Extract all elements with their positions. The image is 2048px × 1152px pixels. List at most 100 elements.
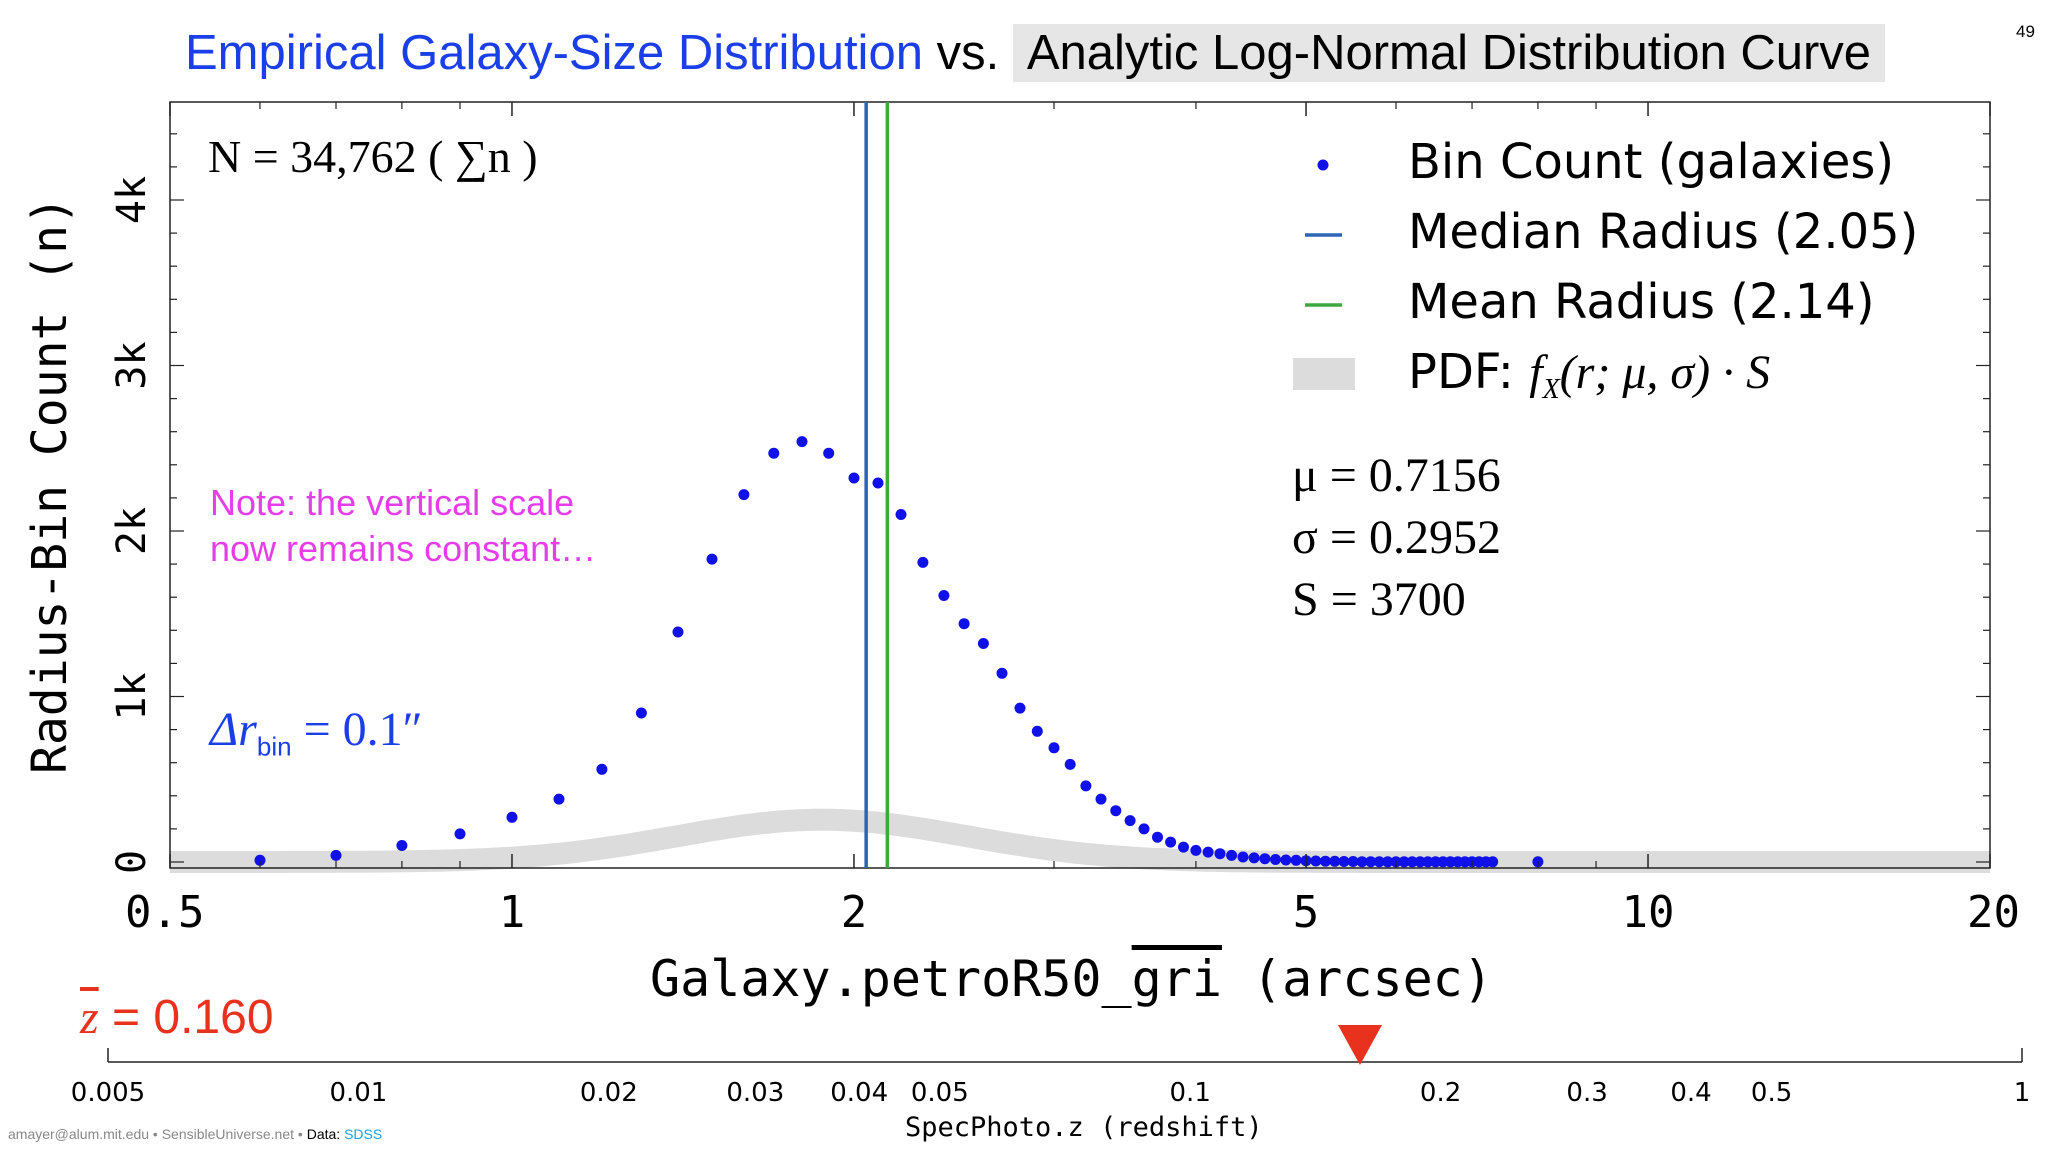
mean-redshift-marker [1337,1025,1382,1065]
data-point [1014,702,1026,714]
data-point [1329,855,1341,867]
redshift-tick-label: 0.02 [580,1078,638,1108]
data-point [396,840,408,851]
x-axis-label-overline: gri [1131,950,1222,1008]
x-axis-label-prefix: Galaxy.petroR50_ [650,950,1132,1008]
footer-contact: amayer@alum.mit.edu • SensibleUniverse.n… [8,1126,303,1142]
data-point [1319,855,1331,867]
data-point [1202,846,1214,858]
data-point [1080,780,1092,792]
data-point [1152,831,1163,843]
data-point [1237,851,1249,863]
mean-redshift-annotation: z = 0.160 [80,990,274,1045]
data-point [1382,856,1394,868]
redshift-tick-label: 0.5 [1751,1078,1792,1108]
y-tick-label: 3k [109,341,155,389]
data-point [454,828,466,840]
parameter-block: μ = 0.7156 σ = 0.2952 S = 3700 [1292,445,1501,631]
redshift-tick-label: 0.03 [726,1078,784,1108]
data-point [996,667,1008,679]
data-point [1338,856,1350,867]
x-axis-label: Galaxy.petroR50_gri (arcsec) [650,950,1493,1008]
footer-data-source[interactable]: SDSS [344,1126,383,1142]
legend-entry: Bin Count (galaxies) [1408,134,1894,190]
data-point [1310,855,1322,867]
data-point [706,553,718,565]
data-point [1398,856,1410,868]
pdf-curve [166,808,1994,873]
data-point [1031,725,1043,737]
x-tick-label: 20 [1967,887,2020,938]
delta-r-sub: bin [256,731,292,762]
redshift-tick-label: 0.01 [329,1078,387,1108]
title-part2: Analytic Log-Normal Distribution Curve [1012,24,1886,82]
redshift-tick-label: 0.4 [1670,1078,1711,1108]
y-tick-label: 1k [109,672,155,720]
data-point [1178,841,1189,853]
data-point [1110,805,1122,817]
data-point [1487,856,1499,868]
data-point [1280,854,1292,866]
data-point [872,477,884,489]
sigma-value: σ = 0.2952 [1292,511,1501,564]
data-point [672,626,684,638]
mu-value: μ = 0.7156 [1292,449,1501,502]
note-line-2: now remains constant… [210,528,597,569]
redshift-tick-label: 0.2 [1420,1078,1461,1108]
y-axis-label: Radius-Bin Count (n) [22,196,78,774]
note-annotation: Note: the vertical scale now remains con… [210,480,596,572]
y-tick-label: 2k [109,507,155,555]
data-point [1365,856,1377,868]
data-point [1356,856,1368,868]
data-point [1064,758,1076,770]
note-line-1: Note: the vertical scale [210,482,575,523]
z-mean-value: = 0.160 [98,991,274,1044]
y-tick-label: 0 [109,850,155,874]
data-point [635,707,647,719]
x-tick-label: 1 [499,887,526,938]
data-point [1190,844,1202,856]
plot-frame [169,101,1991,869]
redshift-tick-label: 0.1 [1170,1078,1211,1108]
data-point [738,489,750,501]
s-value: S = 3700 [1292,573,1466,626]
data-point [330,849,342,861]
footer: amayer@alum.mit.edu • SensibleUniverse.n… [8,1126,382,1142]
data-point [1414,856,1426,868]
delta-r-value: = 0.1″ [291,703,423,756]
data-point [1165,836,1177,848]
x-tick-label: 0.5 [125,887,204,938]
data-point [938,590,950,601]
redshift-tick-label: 1 [2014,1078,2031,1108]
data-point [553,793,565,805]
y-tick-label: 4k [109,176,155,224]
x-tick-label: 10 [1622,887,1675,938]
data-point [895,509,907,520]
data-point [848,472,860,484]
data-point [823,447,835,459]
legend-entry: Median Radius (2.05) [1408,204,1918,260]
data-point [958,618,970,630]
page-number: 49 [2016,22,2035,41]
redshift-tick-label: 0.005 [71,1078,145,1108]
data-point [1138,823,1150,835]
x-tick-label: 2 [841,887,868,938]
redshift-tick-label: 0.3 [1566,1078,1607,1108]
data-point [796,436,808,448]
delta-r: Δr [210,703,257,756]
data-point [1248,852,1260,864]
data-point [254,854,266,866]
data-point [917,556,929,568]
x-axis-label-suffix: (arcsec) [1221,950,1493,1008]
slide-title: Empirical Galaxy-Size Distribution vs. A… [185,18,1886,88]
title-vs: vs. [936,26,1000,80]
bin-width-annotation: Δrbin = 0.1″ [210,702,423,763]
x-tick-label: 5 [1293,887,1320,938]
data-point [1124,815,1136,827]
legend-pdf-icon [1293,358,1355,390]
title-part1: Empirical Galaxy-Size Distribution [185,26,923,80]
data-point [977,638,989,649]
redshift-tick-label: 0.05 [911,1078,969,1108]
data-point [768,447,780,459]
